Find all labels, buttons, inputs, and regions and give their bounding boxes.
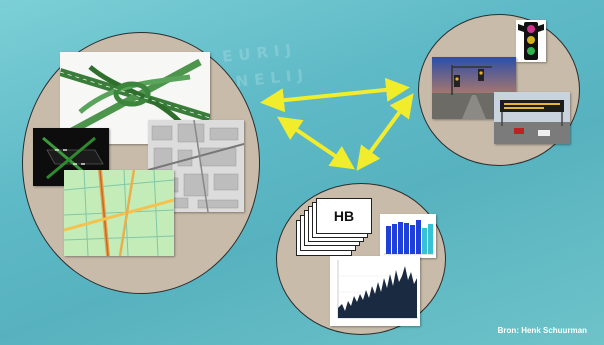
arrow-control-data — [360, 98, 410, 166]
arrow-infrastructure-control — [266, 88, 404, 102]
source-credit: Bron: Henk Schuurman — [498, 326, 587, 335]
arrow-infrastructure-data — [282, 120, 350, 166]
